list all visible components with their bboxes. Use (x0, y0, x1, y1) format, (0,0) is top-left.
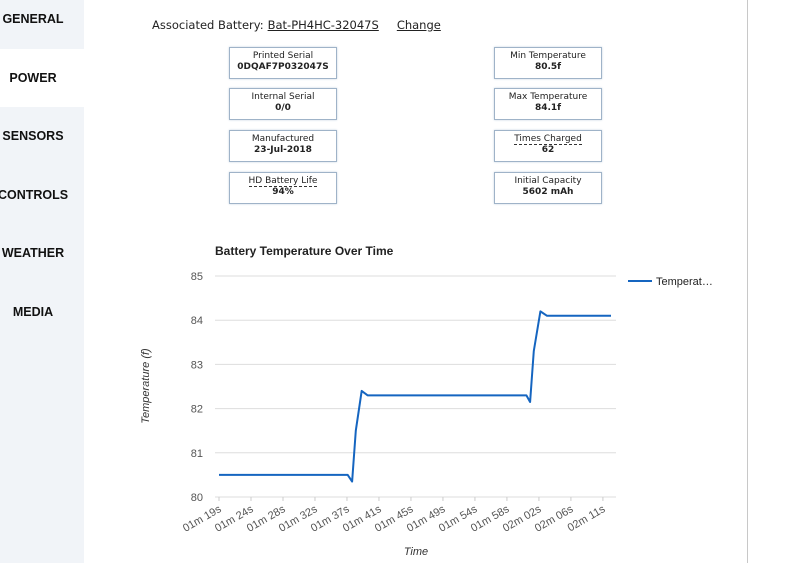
nav-label: POWER (9, 71, 57, 85)
info-value: 0DQAF7P032047S (237, 62, 329, 72)
divider (747, 0, 748, 563)
info-box: Max Temperature 84.1f (494, 88, 602, 120)
info-box: Initial Capacity 5602 mAh (494, 172, 602, 204)
info-value: 0/0 (275, 103, 291, 113)
header: Associated Battery: Bat-PH4HC-32047S Chang… (152, 18, 441, 32)
y-tick-label: 81 (191, 448, 203, 460)
info-label[interactable]: HD Battery Life (248, 176, 318, 187)
info-label: Internal Serial (251, 92, 315, 102)
battery-label: Associated Battery: (152, 18, 264, 32)
y-axis-label: Temperature (f) (140, 348, 152, 424)
info-label: Min Temperature (510, 51, 586, 61)
nav-label: WEATHER (1, 246, 65, 260)
battery-link[interactable]: Bat-PH4HC-32047S (267, 18, 379, 32)
info-label: Initial Capacity (514, 176, 582, 186)
y-tick-label: 82 (191, 404, 203, 416)
info-value: 94% (272, 187, 294, 197)
nav-label: GENERAL (2, 12, 64, 26)
sidebar: GENERAL POWER SENSORS CONTROLS WEATHER M… (0, 0, 84, 563)
nav-item-selected[interactable]: POWER (0, 49, 84, 107)
nav-item[interactable]: MEDIA (0, 283, 66, 341)
nav-item[interactable]: CONTROLS (0, 166, 69, 224)
legend-label: Temperat… (656, 276, 713, 288)
info-label: Max Temperature (508, 92, 588, 102)
change-link[interactable]: Change (396, 18, 441, 32)
y-tick-label: 85 (191, 271, 203, 283)
info-label: Manufactured (251, 134, 315, 144)
info-box: Internal Serial 0/0 (229, 88, 337, 120)
info-value: 23-Jul-2018 (254, 145, 312, 155)
line (219, 310, 611, 483)
info-value: 62 (541, 145, 555, 155)
info-box: HD Battery Life 94% (229, 172, 337, 204)
nav-item[interactable]: SENSORS (0, 107, 66, 165)
chart-title: Battery Temperature Over Time (215, 244, 394, 258)
info-box: Printed Serial 0DQAF7P032047S (229, 47, 337, 79)
y-tick-label: 80 (191, 492, 203, 504)
info-box: Min Temperature 80.5f (494, 47, 602, 79)
info-value: 84.1f (534, 103, 562, 113)
info-value: 80.5f (534, 62, 562, 72)
nav-label: SENSORS (2, 129, 64, 143)
info-value: 5602 mAh (522, 187, 574, 197)
y-tick-label: 83 (191, 359, 203, 371)
y-tick-label: 84 (191, 315, 203, 327)
info-label[interactable]: Times Charged (514, 134, 582, 145)
nav-label: CONTROLS (0, 188, 69, 202)
nav-label: MEDIA (12, 305, 54, 319)
nav-item[interactable]: WEATHER (0, 224, 66, 282)
info-box: Times Charged 62 (494, 130, 602, 162)
x-axis-label: Time (404, 546, 428, 558)
info-box: Manufactured 23-Jul-2018 (229, 130, 337, 162)
info-label: Printed Serial (252, 51, 314, 61)
nav-item[interactable]: GENERAL (0, 0, 66, 48)
